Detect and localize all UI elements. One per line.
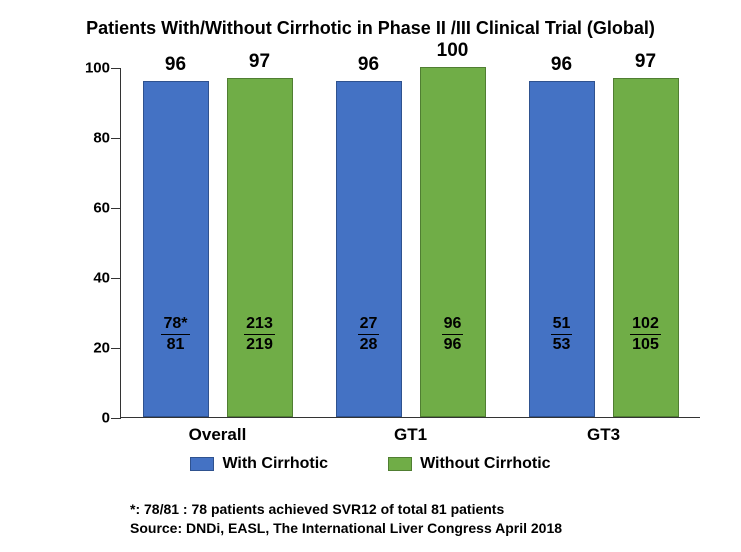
bar-fraction-denominator: 28 xyxy=(337,335,401,354)
legend-swatch xyxy=(388,457,412,471)
legend-label: Without Cirrhotic xyxy=(420,455,551,472)
bar-value-label: 96 xyxy=(144,54,208,76)
bar-value-label: 100 xyxy=(421,40,485,62)
bar-value-label: 97 xyxy=(228,51,292,73)
y-tick xyxy=(111,68,121,69)
chart-title: Patients With/Without Cirrhotic in Phase… xyxy=(0,18,741,39)
y-tick-label: 20 xyxy=(93,340,110,357)
bar-fraction-numerator: 27 xyxy=(358,314,380,335)
bar-fraction: 78*81 xyxy=(144,314,208,354)
y-tick-label: 60 xyxy=(93,200,110,217)
legend: With Cirrhotic Without Cirrhotic xyxy=(0,455,741,473)
bar-fraction-numerator: 51 xyxy=(551,314,573,335)
bar-fraction-denominator: 96 xyxy=(421,335,485,354)
bar-fraction-denominator: 53 xyxy=(530,335,594,354)
bar-value-label: 96 xyxy=(337,54,401,76)
legend-item-without: Without Cirrhotic xyxy=(388,455,551,473)
legend-item-with: With Cirrhotic xyxy=(190,455,328,473)
bar-group: 9678*8197213219Overall xyxy=(121,68,314,417)
y-tick-label: 100 xyxy=(85,60,110,77)
bar-fraction-denominator: 105 xyxy=(614,335,678,354)
category-label: GT3 xyxy=(507,425,700,445)
plot-area: 0204060801009678*8197213219Overall962728… xyxy=(120,68,700,418)
y-tick xyxy=(111,208,121,209)
legend-swatch xyxy=(190,457,214,471)
bar-fraction-denominator: 81 xyxy=(144,335,208,354)
bar-with: 9678*81 xyxy=(143,81,209,417)
y-tick xyxy=(111,278,121,279)
footnotes: *: 78/81 : 78 patients achieved SVR12 of… xyxy=(130,500,562,538)
y-tick-label: 40 xyxy=(93,270,110,287)
y-tick xyxy=(111,138,121,139)
bar-group: 96515397102105GT3 xyxy=(507,68,700,417)
bar-fraction-denominator: 219 xyxy=(228,335,292,354)
bar-without: 1009696 xyxy=(420,67,486,417)
legend-label: With Cirrhotic xyxy=(222,455,328,472)
bar-fraction-numerator: 78* xyxy=(161,314,189,335)
bar-fraction: 5153 xyxy=(530,314,594,354)
bar-group: 9627281009696GT1 xyxy=(314,68,507,417)
bar-fraction: 213219 xyxy=(228,314,292,354)
bar-with: 962728 xyxy=(336,81,402,417)
bar-fraction-numerator: 96 xyxy=(442,314,464,335)
footnote-asterisk: *: 78/81 : 78 patients achieved SVR12 of… xyxy=(130,500,562,519)
bar-with: 965153 xyxy=(529,81,595,417)
y-tick xyxy=(111,348,121,349)
bar-value-label: 96 xyxy=(530,54,594,76)
bar-fraction: 102105 xyxy=(614,314,678,354)
bar-fraction: 2728 xyxy=(337,314,401,354)
footnote-source: Source: DNDi, EASL, The International Li… xyxy=(130,519,562,538)
y-tick-label: 0 xyxy=(102,410,110,427)
category-label: GT1 xyxy=(314,425,507,445)
bar-value-label: 97 xyxy=(614,51,678,73)
bar-fraction-numerator: 102 xyxy=(630,314,661,335)
bar-without: 97213219 xyxy=(227,78,293,418)
bar-fraction: 9696 xyxy=(421,314,485,354)
bar-fraction-numerator: 213 xyxy=(244,314,275,335)
chart-container: Patients With/Without Cirrhotic in Phase… xyxy=(0,0,741,552)
bar-without: 97102105 xyxy=(613,78,679,418)
category-label: Overall xyxy=(121,425,314,445)
y-tick xyxy=(111,418,121,419)
y-tick-label: 80 xyxy=(93,130,110,147)
